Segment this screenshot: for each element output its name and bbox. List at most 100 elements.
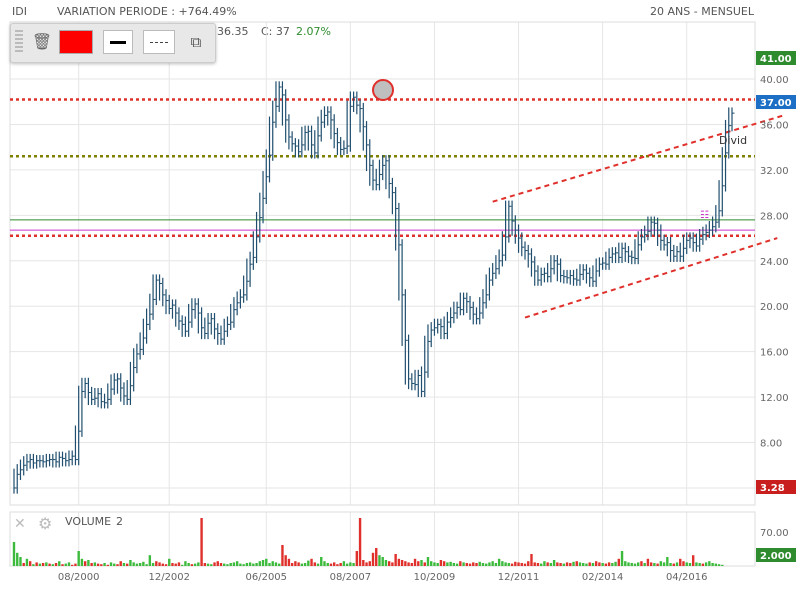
volume-bar xyxy=(478,561,481,566)
volume-bar xyxy=(585,563,588,566)
volume-bar xyxy=(77,551,80,566)
partial-value-label: 36.35 xyxy=(217,25,249,38)
volume-bar xyxy=(582,563,585,566)
volume-bar xyxy=(430,561,433,566)
volume-bar xyxy=(472,562,475,566)
volume-bar xyxy=(90,563,93,566)
volume-bar xyxy=(342,561,346,566)
x-tick-label: 12/2002 xyxy=(148,572,190,583)
volume-bar xyxy=(517,562,520,566)
price-series xyxy=(13,81,735,494)
volume-bar xyxy=(675,562,679,566)
volume-bar xyxy=(497,558,501,566)
volume-bar xyxy=(536,563,540,566)
volume-bar xyxy=(48,563,51,566)
volume-bar xyxy=(400,560,404,566)
volume-bar xyxy=(242,564,245,566)
volume-bar xyxy=(407,562,410,566)
volume-bar xyxy=(158,562,161,566)
volume-bar xyxy=(248,562,252,566)
volume-bar xyxy=(455,563,459,566)
tag-last-bg xyxy=(756,95,796,109)
x-tick-label: 10/2009 xyxy=(414,572,456,583)
volume-bar xyxy=(565,562,569,566)
close-panel-icon[interactable]: ✕ xyxy=(14,516,26,532)
volume-bar xyxy=(646,558,650,566)
volume-bar xyxy=(210,564,213,566)
trash-icon[interactable]: 🗑 xyxy=(31,32,53,51)
variation-label: VARIATION PERIODE : +764.49% xyxy=(57,5,237,18)
volume-bar xyxy=(666,557,669,566)
volume-bar xyxy=(688,563,692,566)
tag-volume: 2.000 xyxy=(760,551,792,562)
volume-bar xyxy=(16,552,19,566)
volume-bar xyxy=(316,563,320,566)
volume-bar xyxy=(578,562,582,566)
copy-icon[interactable]: ⧉ xyxy=(190,33,202,51)
volume-bar xyxy=(125,563,129,566)
volume-bar xyxy=(439,560,443,566)
volume-bar xyxy=(507,563,511,566)
volume-bar xyxy=(261,560,265,566)
volume-bar xyxy=(74,563,77,566)
volume-bar xyxy=(307,560,310,566)
x-tick-label: 08/2007 xyxy=(330,572,372,583)
alert-marker[interactable] xyxy=(372,79,394,101)
volume-bar xyxy=(530,554,533,566)
volume-bar xyxy=(265,558,268,566)
tag-level-top: 41.00 xyxy=(760,54,792,65)
volume-bar xyxy=(611,563,614,566)
volume-bar xyxy=(142,561,145,566)
volume-bar xyxy=(303,563,307,566)
volume-bar xyxy=(345,563,349,566)
volume-bar xyxy=(701,563,705,566)
volume-bar xyxy=(216,561,219,566)
volume-bar xyxy=(368,561,371,566)
volume-bar xyxy=(35,562,38,566)
axes: 4.008.0012.0016.0020.0024.0028.0032.0036… xyxy=(58,75,789,583)
volume-bar xyxy=(332,562,336,566)
volume-bar xyxy=(637,562,640,566)
color-picker-button[interactable] xyxy=(59,30,93,54)
volume-bar xyxy=(659,561,663,566)
volume-bar xyxy=(501,561,504,566)
volume-bar xyxy=(365,562,368,566)
volume-bar xyxy=(184,561,187,566)
trendline xyxy=(524,237,778,319)
volume-bar xyxy=(711,563,714,566)
volume-label: VOLUME xyxy=(65,515,111,528)
dashed-line-button[interactable] xyxy=(143,30,175,54)
volume-header: ✕ ⚙ VOLUME 2 70.00 xyxy=(14,514,789,539)
y-tick-label: 12.00 xyxy=(760,393,789,404)
volume-bar xyxy=(22,563,25,566)
volume-bar xyxy=(672,563,675,566)
volume-bar xyxy=(106,564,109,566)
volume-bar xyxy=(87,560,90,566)
volume-bar xyxy=(300,563,304,566)
dividend-annotation: Divid xyxy=(719,134,747,147)
volume-bar xyxy=(614,561,617,566)
volume-bar xyxy=(219,563,223,566)
solid-line-button[interactable] xyxy=(103,30,133,54)
volume-bar xyxy=(271,561,274,566)
volume-bar xyxy=(649,562,653,566)
gear-icon[interactable]: ⚙ xyxy=(38,514,52,533)
tag-last: 37.00 xyxy=(760,98,792,109)
drag-handle[interactable] xyxy=(15,30,23,54)
volume-bar xyxy=(41,563,45,566)
price-tags: 41.00 37.00 3.28 2.000 xyxy=(756,51,796,562)
volume-bar xyxy=(607,562,611,566)
event-marker-icon[interactable]: ☷ xyxy=(700,210,709,221)
volume-bar xyxy=(164,564,168,566)
close-label: C: 37 xyxy=(261,25,290,38)
volume-bar xyxy=(381,557,384,566)
volume-bar xyxy=(155,561,158,566)
volume-bar xyxy=(320,557,323,566)
alert-handle[interactable] xyxy=(372,79,394,101)
volume-bar xyxy=(504,562,507,566)
volume-bar xyxy=(28,561,32,566)
volume-bar xyxy=(387,561,391,566)
y-tick-label: 24.00 xyxy=(760,257,789,268)
volume-bar xyxy=(193,563,197,566)
volume-tick: 70.00 xyxy=(760,528,789,539)
